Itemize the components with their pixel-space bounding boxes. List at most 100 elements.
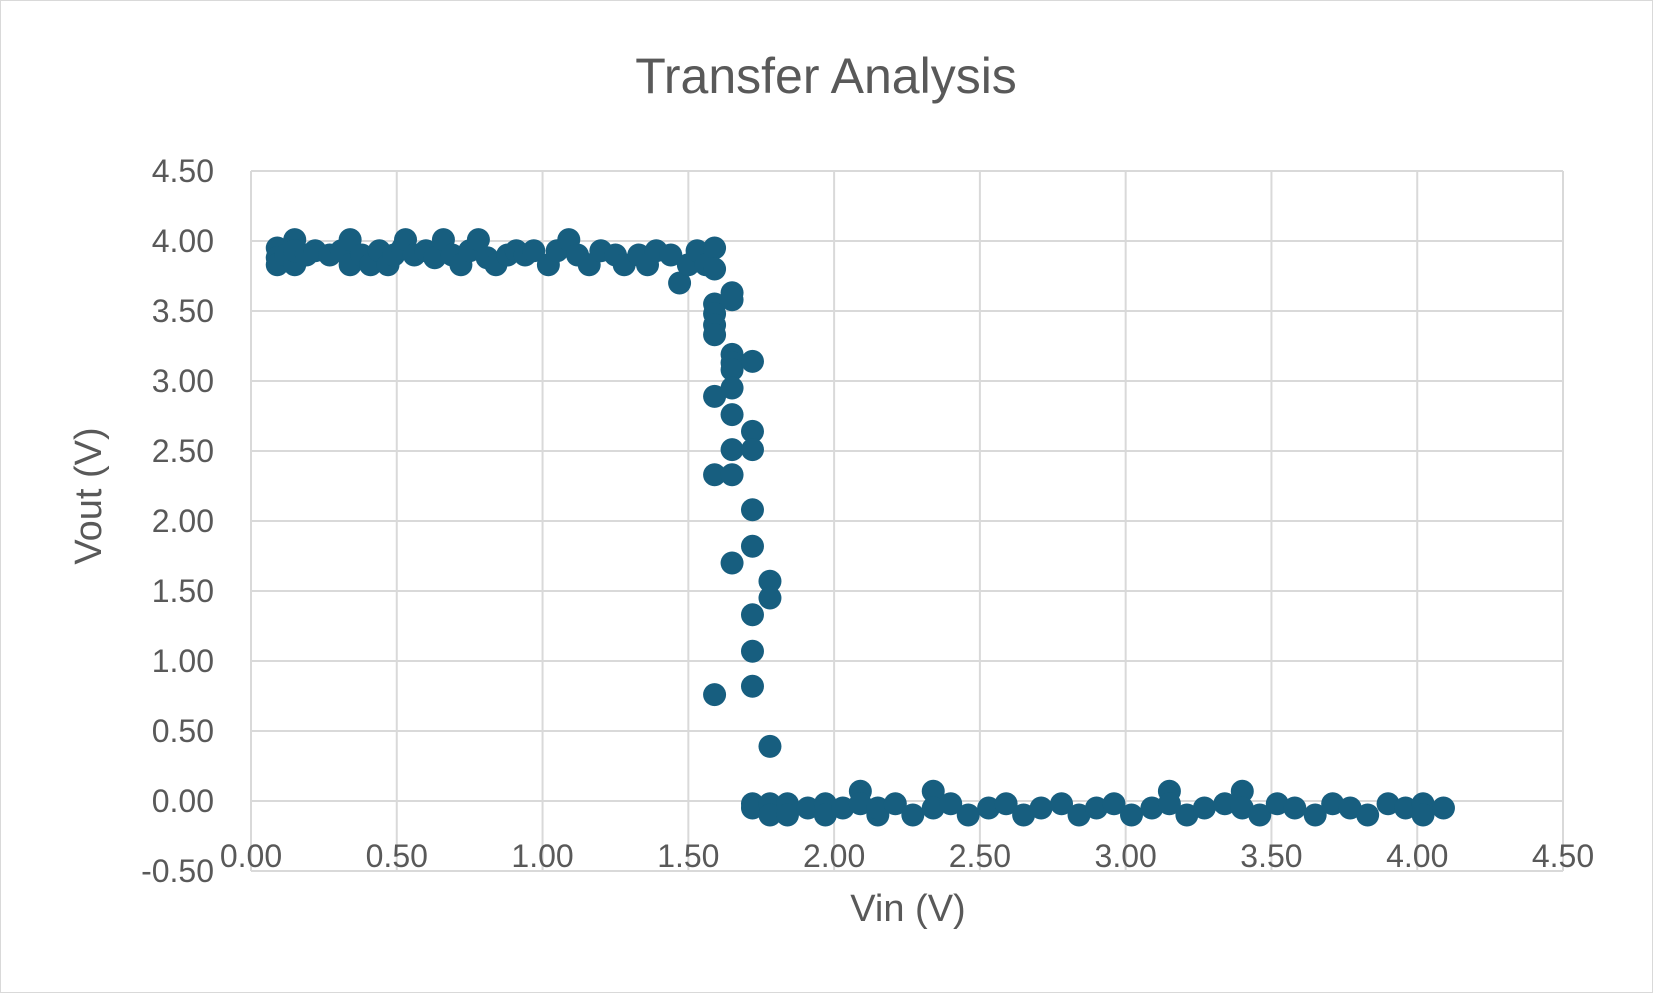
data-point xyxy=(758,569,782,593)
x-tick-label: 0.50 xyxy=(366,838,428,874)
data-point xyxy=(901,803,925,827)
data-point xyxy=(1303,803,1327,827)
y-axis-ticks: -0.50 0.00 0.50 1.00 1.50 2.00 2.50 3.00 3.50 4.0… xyxy=(141,153,214,889)
data-point xyxy=(740,603,764,627)
data-point xyxy=(977,796,1001,820)
data-point xyxy=(720,551,744,575)
data-point xyxy=(1338,796,1362,820)
data-point xyxy=(1230,796,1254,820)
data-point xyxy=(720,463,744,487)
data-point xyxy=(1265,792,1289,816)
data-point xyxy=(1119,803,1143,827)
data-point xyxy=(1067,803,1091,827)
data-point xyxy=(720,288,744,312)
data-point xyxy=(720,438,744,462)
data-point xyxy=(921,779,945,803)
data-point xyxy=(1230,779,1254,803)
data-point xyxy=(659,243,683,267)
y-tick-label: 4.50 xyxy=(152,153,214,189)
grid-lines xyxy=(250,170,1564,872)
data-point xyxy=(813,803,837,827)
data-point xyxy=(740,438,764,462)
data-point xyxy=(1213,792,1237,816)
data-point xyxy=(1029,796,1053,820)
x-tick-label: 4.00 xyxy=(1386,838,1448,874)
y-axis-title: Vout (V) xyxy=(68,427,110,564)
data-point xyxy=(775,803,799,827)
data-point xyxy=(831,796,855,820)
data-point xyxy=(939,792,963,816)
data-point xyxy=(1085,796,1109,820)
data-point xyxy=(740,674,764,698)
data-point xyxy=(1248,803,1272,827)
y-tick-label: 0.00 xyxy=(152,783,214,819)
data-point xyxy=(423,246,447,270)
data-point xyxy=(883,792,907,816)
data-point xyxy=(703,683,727,707)
y-tick-label: 3.50 xyxy=(152,293,214,329)
x-tick-label: 0.00 xyxy=(220,838,282,874)
y-tick-label: -0.50 xyxy=(141,853,214,889)
y-tick-label: 1.00 xyxy=(152,643,214,679)
x-tick-label: 3.50 xyxy=(1240,838,1302,874)
data-point xyxy=(848,792,872,816)
x-tick-label: 3.00 xyxy=(1095,838,1157,874)
data-point xyxy=(703,323,727,347)
x-tick-label: 2.50 xyxy=(949,838,1011,874)
y-tick-label: 0.50 xyxy=(152,713,214,749)
data-point xyxy=(758,734,782,758)
data-point xyxy=(740,639,764,663)
data-points xyxy=(265,228,1455,827)
data-point xyxy=(866,796,890,820)
data-point xyxy=(1376,792,1400,816)
data-point xyxy=(1431,796,1455,820)
chart-title: Transfer Analysis xyxy=(635,48,1017,104)
data-point xyxy=(720,358,744,382)
data-point xyxy=(522,239,546,263)
data-point xyxy=(703,257,727,281)
data-point xyxy=(994,792,1018,816)
data-point xyxy=(703,384,727,408)
data-point xyxy=(758,586,782,610)
data-point xyxy=(1411,803,1435,827)
x-axis-title: Vin (V) xyxy=(850,888,965,930)
data-point xyxy=(1192,796,1216,820)
data-point xyxy=(466,228,490,252)
data-point xyxy=(1050,792,1074,816)
y-tick-label: 4.00 xyxy=(152,223,214,259)
data-point xyxy=(1356,803,1380,827)
y-tick-label: 2.00 xyxy=(152,503,214,539)
data-point xyxy=(703,463,727,487)
data-point xyxy=(740,534,764,558)
x-axis-ticks: 0.00 0.50 1.00 1.50 2.00 2.50 3.00 3.50 4.00 4.50 xyxy=(220,838,1594,874)
x-tick-label: 4.50 xyxy=(1532,838,1594,874)
data-point xyxy=(720,376,744,400)
data-point xyxy=(1140,796,1164,820)
data-point xyxy=(720,403,744,427)
data-point xyxy=(956,803,980,827)
data-point xyxy=(1157,792,1181,816)
data-point xyxy=(1012,803,1036,827)
data-point xyxy=(1394,796,1418,820)
data-point xyxy=(921,796,945,820)
data-point xyxy=(740,349,764,373)
data-point xyxy=(740,419,764,443)
data-point xyxy=(740,498,764,522)
y-tick-label: 1.50 xyxy=(152,573,214,609)
x-tick-label: 1.00 xyxy=(511,838,573,874)
data-point xyxy=(740,796,764,820)
data-point xyxy=(1102,792,1126,816)
y-tick-label: 2.50 xyxy=(152,433,214,469)
data-point xyxy=(758,803,782,827)
data-point xyxy=(668,271,692,295)
x-tick-label: 2.00 xyxy=(803,838,865,874)
data-point xyxy=(1175,803,1199,827)
data-point xyxy=(1321,792,1345,816)
data-point xyxy=(1283,796,1307,820)
y-tick-label: 3.00 xyxy=(152,363,214,399)
data-point xyxy=(703,236,727,260)
x-tick-label: 1.50 xyxy=(657,838,719,874)
data-point xyxy=(796,796,820,820)
